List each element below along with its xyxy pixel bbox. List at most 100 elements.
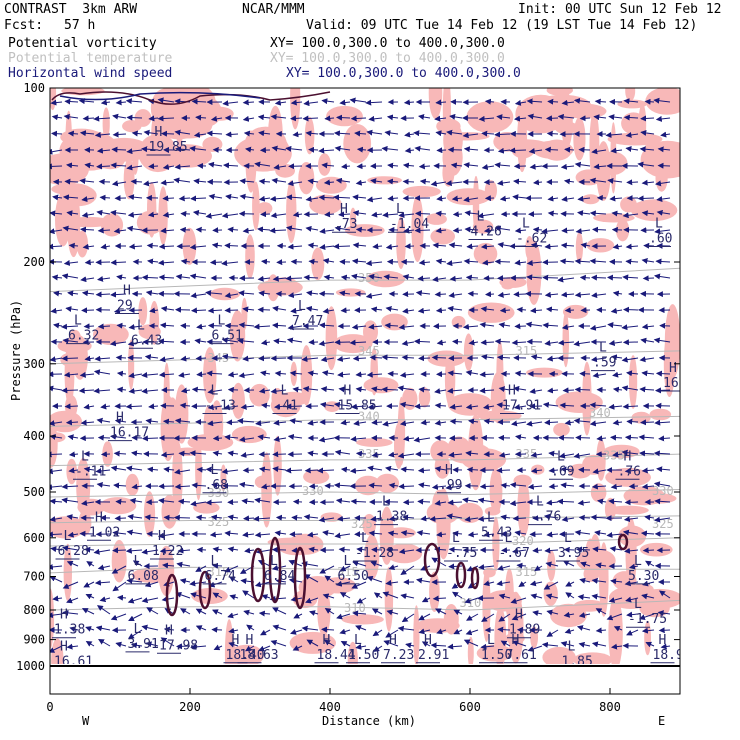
wind-arrow (85, 626, 95, 632)
wind-arrow (435, 307, 447, 314)
wind-arrow (530, 354, 543, 361)
extreme-value: -1.75 (628, 612, 667, 627)
wind-arrow (273, 338, 287, 345)
wind-arrow (114, 515, 127, 522)
wind-arrow (435, 130, 447, 137)
y-tick-label: 600 (23, 531, 45, 545)
high-marker: H (508, 384, 516, 399)
wind-arrow (257, 226, 271, 233)
wind-arrow (112, 113, 127, 120)
wind-arrow (333, 243, 351, 250)
wind-arrow (225, 193, 239, 200)
wind-arrow (625, 596, 639, 603)
wind-arrow (417, 498, 431, 505)
pv-shade-blob (143, 491, 156, 537)
wind-arrow (641, 323, 655, 330)
wind-arrow (273, 436, 287, 443)
wind-arrow (285, 403, 303, 410)
wind-arrow (578, 641, 591, 648)
pv-shade-blob (304, 116, 315, 155)
wind-arrow (243, 609, 255, 616)
high-marker: H (60, 608, 68, 623)
wind-arrow (193, 178, 207, 185)
wind-arrow (514, 259, 527, 266)
wind-arrow (418, 259, 431, 266)
org-label: NCAR/MMM (242, 2, 305, 17)
y-tick-label: 400 (23, 429, 45, 443)
wind-arrow (654, 516, 671, 523)
pv-contour-loop (293, 546, 307, 610)
wind-arrow (592, 546, 607, 553)
pv-shade-blob (245, 234, 255, 279)
wind-arrow (400, 565, 415, 575)
extreme-value: 2.91 (418, 648, 449, 663)
wind-arrow (162, 211, 175, 218)
wind-arrow (644, 98, 655, 105)
wind-arrow (541, 641, 559, 648)
wind-arrow (606, 274, 623, 281)
wind-arrow (261, 594, 271, 600)
wind-arrow (246, 624, 255, 631)
pv-shade-blob (286, 180, 297, 244)
wind-arrow (498, 593, 511, 600)
wind-arrow (419, 178, 431, 185)
pv-shade-blob (261, 452, 272, 528)
pv-shade-blob (231, 425, 267, 444)
wind-arrow (400, 466, 415, 473)
wind-arrow (50, 451, 63, 458)
wind-arrow (352, 610, 367, 617)
wind-arrow (612, 290, 623, 297)
high-marker: H (60, 639, 68, 654)
wind-arrow (158, 371, 175, 378)
extreme-value: 18.91 (653, 648, 692, 663)
wind-arrow (238, 322, 255, 329)
wind-arrow (365, 260, 383, 267)
pv-shade-blob (172, 439, 183, 516)
wind-arrow (258, 451, 271, 458)
wind-arrow (387, 162, 399, 169)
wind-arrow (94, 131, 111, 138)
wind-arrow (565, 592, 575, 599)
wind-arrow (242, 227, 255, 234)
wind-arrow (564, 146, 575, 153)
wind-arrow (512, 194, 527, 201)
wind-arrow (127, 211, 143, 218)
wind-arrow (621, 385, 639, 392)
wind-arrow (125, 403, 143, 410)
wind-arrow (450, 162, 463, 169)
wind-arrow (261, 402, 271, 409)
wind-arrow (334, 532, 351, 539)
wind-arrow (514, 115, 527, 122)
east-label: E (658, 714, 665, 728)
wind-arrow (242, 99, 255, 106)
wind-arrow (149, 307, 159, 314)
wind-arrow (591, 593, 607, 600)
wind-arrow (514, 323, 527, 330)
wind-arrow (242, 531, 255, 538)
pv-shade-blob (55, 193, 71, 247)
wind-arrow (610, 354, 623, 361)
wind-arrow (227, 371, 239, 378)
wind-arrow (573, 97, 591, 104)
pv-shade-blob (616, 219, 630, 242)
wind-arrow (351, 273, 367, 280)
wind-arrow (368, 482, 383, 489)
wind-arrow (289, 370, 303, 377)
wind-arrow (157, 532, 175, 539)
extreme-value: 18.40 (226, 648, 265, 663)
wind-arrow (365, 99, 383, 106)
wind-arrow (355, 179, 367, 186)
wind-arrow (205, 466, 223, 473)
wind-arrow (290, 629, 303, 635)
wind-arrow (385, 629, 399, 638)
wind-arrow (51, 274, 63, 281)
wind-arrow (452, 591, 463, 599)
wind-arrow (430, 180, 447, 187)
wind-arrow (228, 641, 239, 648)
wind-arrow (334, 449, 351, 456)
wind-arrow (78, 98, 95, 105)
wind-arrow (66, 643, 79, 650)
wind-arrow (445, 180, 463, 187)
pv-shade-blob (605, 467, 651, 487)
wind-arrow (285, 275, 303, 282)
